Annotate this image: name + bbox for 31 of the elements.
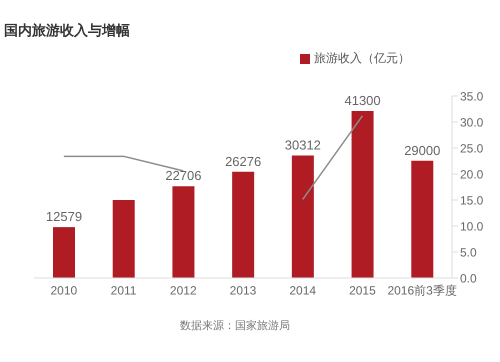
x-tick-label: 2010 <box>50 284 78 298</box>
x-tick-label: 2011 <box>110 284 137 298</box>
bar <box>53 227 75 278</box>
y2-tick-label: 15.0 <box>460 193 484 208</box>
y2-tick-label: 30.0 <box>460 115 484 130</box>
x-tick-label: 2014 <box>289 284 316 298</box>
y2-tick-label: 10.0 <box>460 219 484 234</box>
bar <box>112 200 135 278</box>
source-note: 数据来源：国家旅游局 <box>180 318 290 333</box>
y2-tick-label: 5.0 <box>460 245 478 260</box>
data-label: 29000 <box>404 142 440 158</box>
data-label: 26276 <box>225 154 262 169</box>
legend-label: 旅游收入（亿元） <box>313 50 410 67</box>
y2-tick-label: 20.0 <box>460 167 484 182</box>
x-tick-label: 2015 <box>349 284 376 298</box>
x-tick-label: 2016前3季度 <box>387 284 457 298</box>
bar <box>292 155 314 278</box>
x-tick-label: 2013 <box>230 284 257 298</box>
y2-tick-label: 0.0 <box>460 271 478 286</box>
bar <box>172 186 194 278</box>
x-tick-label: 2012 <box>170 284 197 298</box>
data-label: 41300 <box>344 93 381 108</box>
bar <box>411 160 434 278</box>
bar <box>232 172 254 278</box>
data-label: 12579 <box>46 209 82 224</box>
y2-tick-label: 35.0 <box>460 89 484 104</box>
bar <box>352 111 374 278</box>
chart-title: 国内旅游收入与增幅 <box>4 22 130 40</box>
data-label: 22706 <box>165 168 202 184</box>
data-label: 30312 <box>284 137 321 152</box>
y2-tick-label: 25.0 <box>460 141 484 156</box>
